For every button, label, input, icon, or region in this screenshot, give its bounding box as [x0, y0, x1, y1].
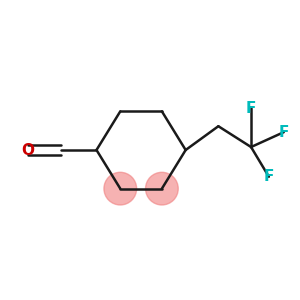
Text: F: F — [279, 125, 289, 140]
Circle shape — [146, 172, 178, 205]
Text: F: F — [246, 101, 256, 116]
Circle shape — [104, 172, 136, 205]
Text: O: O — [22, 142, 34, 158]
Text: F: F — [264, 169, 274, 184]
